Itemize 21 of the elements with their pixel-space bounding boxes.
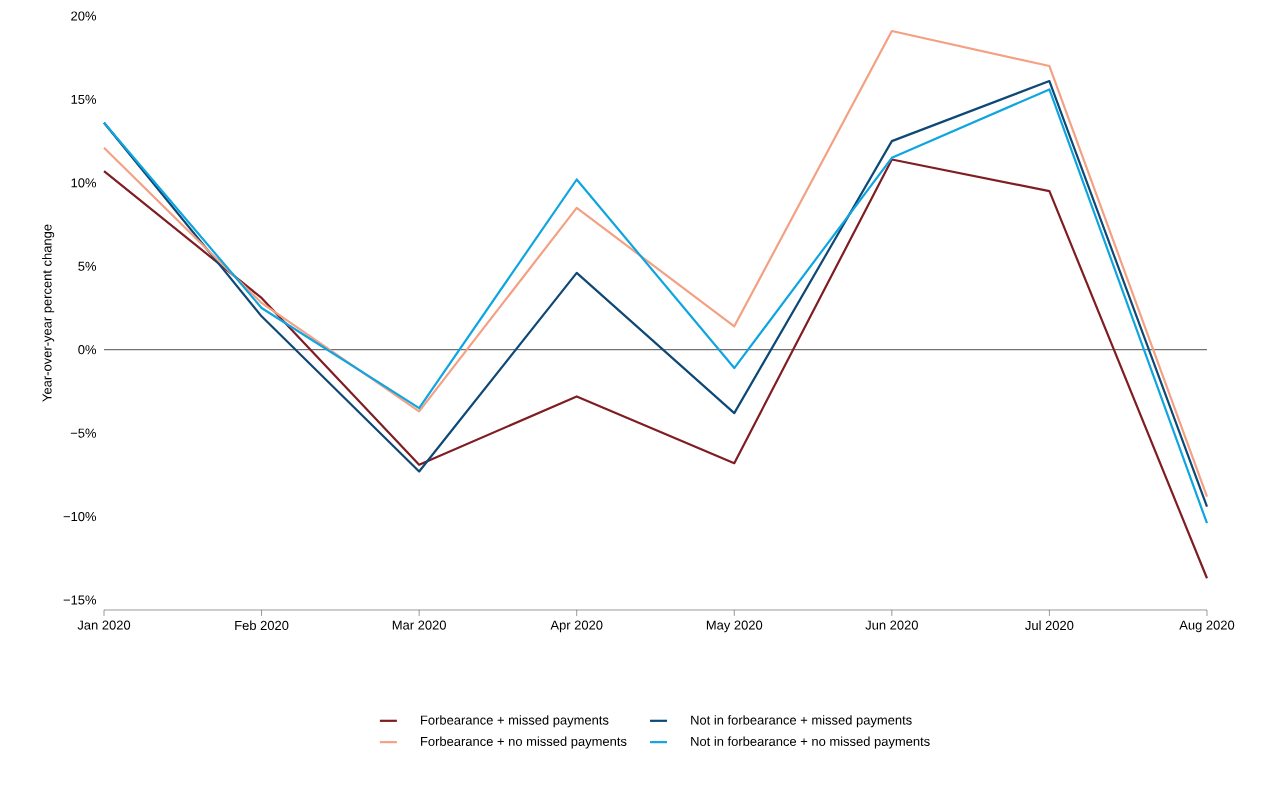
y-tick-label: 10% bbox=[71, 178, 97, 188]
x-tick-label: Aug 2020 bbox=[1179, 620, 1235, 633]
y-tick-label: 0% bbox=[78, 345, 97, 355]
x-tick-label: Jun 2020 bbox=[865, 620, 918, 630]
y-axis-title: Year-over-year percent change bbox=[42, 224, 55, 402]
x-tick-label: Jan 2020 bbox=[77, 620, 131, 630]
legend-label: Not in forbearance + no missed payments bbox=[691, 736, 930, 749]
x-tick-label: Jul 2020 bbox=[1025, 620, 1074, 631]
y-tick-label: −10% bbox=[63, 511, 97, 522]
x-tick-label: Feb 2020 bbox=[235, 620, 289, 631]
y-tick-label: 20% bbox=[71, 11, 97, 21]
x-tick-label: Apr 2020 bbox=[550, 620, 603, 633]
y-tick-label: −5% bbox=[70, 428, 97, 438]
x-tick-label: Mar 2020 bbox=[392, 620, 446, 630]
x-tick-label: May 2020 bbox=[706, 620, 763, 633]
legend-label: Forbearance + no missed payments bbox=[421, 736, 627, 749]
y-tick-label: 5% bbox=[78, 261, 97, 271]
y-tick-label: 15% bbox=[71, 94, 97, 104]
legend-label: Not in forbearance + missed payments bbox=[691, 715, 912, 728]
legend-label: Forbearance + missed payments bbox=[421, 715, 609, 728]
y-tick-label: −15% bbox=[63, 595, 97, 605]
